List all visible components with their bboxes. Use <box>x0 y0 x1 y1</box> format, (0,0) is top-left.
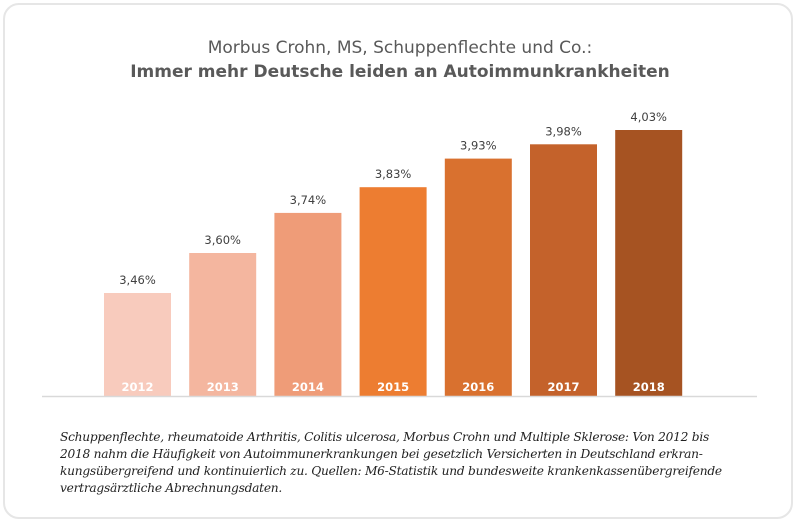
category-label: 2016 <box>462 380 494 394</box>
category-label: 2014 <box>292 380 324 394</box>
category-label: 2013 <box>207 380 239 394</box>
caption-line: vertragsärztliche Abrechnungsdaten. <box>60 481 283 495</box>
chart-title: Morbus Crohn, MS, Schuppenflechte und Co… <box>207 38 593 58</box>
value-label: 3,60% <box>204 233 241 247</box>
caption-line: Schuppenflechte, rheumatoide Arthritis, … <box>60 430 709 444</box>
value-label: 3,46% <box>119 273 156 287</box>
category-label: 2015 <box>377 380 409 394</box>
value-label: 3,74% <box>290 193 327 207</box>
category-label: 2018 <box>633 380 665 394</box>
category-label: 2012 <box>121 380 153 394</box>
caption-line: kungsübergreifend und kontinuierlich zu.… <box>60 464 722 478</box>
bar-2017 <box>530 144 597 396</box>
bar-2012 <box>104 293 171 396</box>
chart-subtitle: Immer mehr Deutsche leiden an Autoimmunk… <box>130 62 670 82</box>
caption-line: 2018 nahm die Häufigkeit von Autoimmuner… <box>60 447 703 461</box>
bar-2018 <box>615 130 683 396</box>
value-label: 4,03% <box>630 110 667 124</box>
value-label: 3,93% <box>460 139 497 153</box>
bar-2016 <box>444 158 512 396</box>
bar-2014 <box>274 212 342 396</box>
value-label: 3,83% <box>375 167 412 181</box>
bar-2013 <box>189 253 257 396</box>
bar-2015 <box>359 187 427 396</box>
chart-caption: Schuppenflechte, rheumatoide Arthritis, … <box>60 429 750 497</box>
category-label: 2017 <box>547 380 579 394</box>
value-label: 3,98% <box>545 124 582 138</box>
